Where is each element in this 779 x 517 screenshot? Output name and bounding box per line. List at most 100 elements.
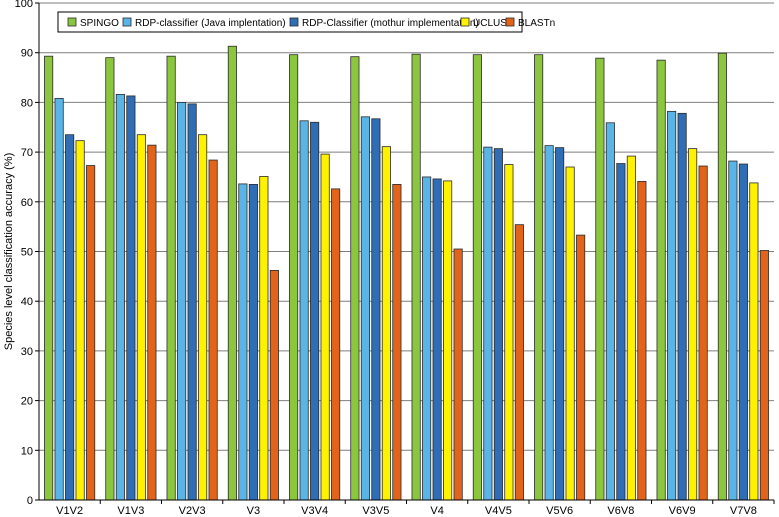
bar-uclust-v3v4 [320, 153, 330, 501]
bar-rdp-classifier-v6v8 [605, 122, 615, 501]
y-axis-label: Species level classification accuracy (%… [3, 153, 15, 350]
bar-rdp-classifier-v7v8 [738, 163, 748, 501]
bar-uclust-v6v8 [626, 155, 636, 501]
x-tick-label: V4V5 [485, 505, 512, 517]
legend-swatch [67, 17, 77, 27]
bars [44, 45, 769, 501]
bar-rdp-classifier-v3v4 [299, 120, 309, 501]
bar-uclust-v1v2 [75, 140, 85, 501]
bar-spingo-v3v5 [350, 56, 360, 501]
y-tick-label: 40 [21, 296, 33, 308]
x-tick-label: V5V6 [546, 505, 573, 517]
bar-uclust-v2v3 [198, 134, 208, 501]
bar-rdp-classifier-v5v6 [555, 147, 565, 501]
legend-label: SPINGO [80, 18, 119, 29]
bar-rdp-classifier-v3 [238, 183, 248, 501]
x-tick-label: V6V9 [669, 505, 696, 517]
legend-swatch [505, 17, 515, 27]
x-tick-label: V3V4 [301, 505, 328, 517]
legend-swatch [460, 17, 470, 27]
bar-spingo-v6v9 [656, 59, 666, 501]
y-tick-label: 100 [15, 0, 33, 10]
bar-rdp-classifier-v3v5 [360, 116, 370, 501]
bar-spingo-v1v2 [44, 55, 54, 501]
y-tick-label: 50 [21, 247, 33, 259]
bar-uclust-v3 [259, 176, 269, 501]
bar-uclust-v3v5 [381, 146, 391, 501]
legend-swatch [289, 17, 299, 27]
bar-uclust-v6v9 [688, 148, 698, 501]
y-tick-label: 60 [21, 197, 33, 209]
bar-rdp-classifier-v3v5 [371, 118, 381, 501]
bar-rdp-classifier-v1v3 [115, 94, 125, 501]
bar-rdp-classifier-v3v4 [310, 121, 320, 501]
bar-rdp-classifier-v7v8 [728, 160, 738, 501]
bar-uclust-v1v3 [136, 134, 146, 501]
y-tick-label: 70 [21, 147, 33, 159]
y-tick-label: 10 [21, 445, 33, 457]
bar-blastn-v5v6 [576, 234, 586, 501]
axes [38, 3, 774, 501]
bar-spingo-v3 [227, 45, 237, 501]
legend-label: RDP-Classifier (mothur implementation) [302, 18, 479, 29]
bar-uclust-v4v5 [504, 164, 514, 501]
legend-label: RDP-classifier (Java implentation) [135, 18, 286, 29]
x-tick-label: V6V8 [607, 505, 634, 517]
legend-swatch [122, 17, 132, 27]
bar-rdp-classifier-v6v8 [616, 163, 626, 501]
x-tick-label: V2V3 [179, 505, 206, 517]
bar-spingo-v6v8 [595, 57, 605, 501]
bar-blastn-v4 [453, 248, 463, 501]
x-tick-labels: V1V2 V1V3 V2V3 V3 V3V4 V3V5 V4 V4V5 V5V6 V6V8 V6V9… [56, 505, 757, 517]
x-tick-label: V7V8 [730, 505, 757, 517]
bar-uclust-v4 [443, 180, 453, 501]
bar-rdp-classifier-v2v3 [177, 102, 187, 501]
bar-spingo-v4 [411, 53, 421, 501]
x-tick-label: V4 [430, 505, 443, 517]
y-tick-label: 90 [21, 48, 33, 60]
bar-blastn-v3 [269, 269, 279, 501]
bar-spingo-v7v8 [717, 52, 727, 501]
bar-rdp-classifier-v4 [422, 176, 432, 501]
bar-rdp-classifier-v1v2 [65, 134, 75, 501]
y-tick-label: 20 [21, 396, 33, 408]
gridlines [35, 2, 775, 504]
bar-blastn-v3v4 [331, 188, 341, 501]
bar-spingo-v3v4 [289, 54, 299, 501]
bar-rdp-classifier-v6v9 [667, 110, 677, 501]
x-tick-label: V3 [247, 505, 260, 517]
bar-blastn-v1v2 [86, 165, 96, 501]
bar-spingo-v4v5 [472, 54, 482, 501]
bar-blastn-v3v5 [392, 184, 402, 501]
legend: SPINGO RDP-classifier (Java implentation)… [57, 11, 555, 33]
bar-blastn-v6v8 [637, 181, 647, 501]
bar-uclust-v7v8 [749, 182, 759, 501]
x-tick-label: V1V2 [56, 505, 83, 517]
bar-rdp-classifier-v1v3 [126, 95, 136, 501]
y-tick-label: 30 [21, 346, 33, 358]
x-tick-label: V1V3 [117, 505, 144, 517]
y-tick-label: 0 [27, 495, 33, 507]
bar-uclust-v5v6 [565, 166, 575, 501]
bar-rdp-classifier-v4v5 [483, 146, 493, 501]
bar-blastn-v6v9 [698, 165, 708, 501]
bar-blastn-v1v3 [147, 144, 157, 501]
bar-spingo-v2v3 [166, 55, 176, 501]
bar-blastn-v2v3 [208, 159, 218, 501]
y-tick-label: 80 [21, 97, 33, 109]
y-tick-labels: 0 10 20 30 40 50 60 70 80 90 100 [15, 0, 33, 507]
bar-rdp-classifier-v3 [248, 184, 258, 501]
bar-rdp-classifier-v4v5 [493, 148, 503, 501]
bar-blastn-v7v8 [759, 250, 769, 501]
legend-label: BLASTn [518, 18, 555, 29]
x-tick-label: V3V5 [362, 505, 389, 517]
bar-rdp-classifier-v1v2 [54, 98, 64, 501]
bar-rdp-classifier-v2v3 [187, 103, 197, 501]
bar-rdp-classifier-v4 [432, 178, 442, 501]
bar-rdp-classifier-v5v6 [544, 145, 554, 501]
bar-rdp-classifier-v6v9 [677, 112, 687, 501]
bar-blastn-v4v5 [514, 224, 524, 501]
bar-spingo-v5v6 [534, 54, 544, 501]
bar-spingo-v1v3 [105, 57, 115, 501]
